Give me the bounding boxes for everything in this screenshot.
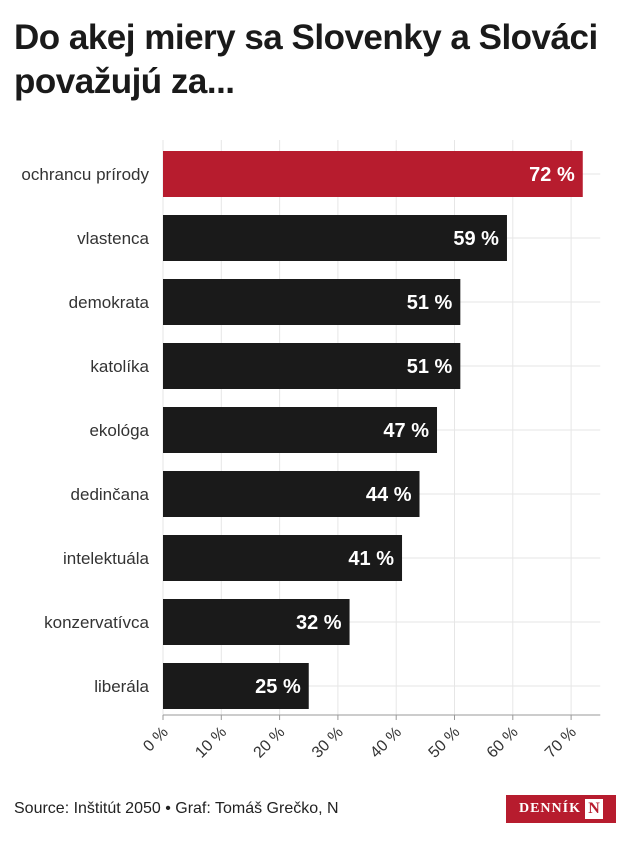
bar xyxy=(163,215,507,261)
category-label: demokrata xyxy=(69,293,150,312)
data-label: 72 % xyxy=(529,164,575,186)
bar xyxy=(163,343,461,389)
category-label: ekológa xyxy=(89,421,149,440)
x-tick-label: 60 % xyxy=(484,724,522,762)
data-label: 25 % xyxy=(255,676,301,698)
bar xyxy=(163,151,583,197)
bar xyxy=(163,471,420,517)
category-label: intelektuála xyxy=(63,549,150,568)
x-tick-label: 30 % xyxy=(309,724,347,762)
bar xyxy=(163,535,403,581)
category-label: ochrancu prírody xyxy=(21,165,149,184)
data-label: 44 % xyxy=(366,484,412,506)
bar xyxy=(163,407,438,453)
logo-mark: N xyxy=(585,799,603,819)
bar xyxy=(163,279,461,325)
x-tick-label: 70 % xyxy=(542,724,580,762)
dennik-n-logo[interactable]: DENNÍK N xyxy=(506,795,616,823)
source-note: Source: Inštitút 2050 • Graf: Tomáš Greč… xyxy=(14,800,339,817)
category-label: vlastenca xyxy=(77,229,149,248)
x-tick-label: 50 % xyxy=(426,724,464,762)
data-label: 41 % xyxy=(348,548,394,570)
bar xyxy=(163,599,350,645)
bar-chart: ochrancu prírody 72 % vlastenca 59 % demokra… xyxy=(21,140,601,762)
data-label: 51 % xyxy=(407,356,453,378)
x-tick-label: 20 % xyxy=(251,724,289,762)
category-label: liberála xyxy=(94,677,149,696)
category-label: dedinčana xyxy=(71,485,150,504)
x-tick-label: 10 % xyxy=(192,724,230,762)
data-label: 32 % xyxy=(296,612,342,634)
x-tick-label: 40 % xyxy=(367,724,405,762)
chart-title: Do akej miery sa Slovenky a Slováci pova… xyxy=(14,18,598,101)
data-label: 59 % xyxy=(453,228,499,250)
data-label: 51 % xyxy=(407,292,453,314)
bar xyxy=(163,663,309,709)
logo-text: DENNÍK xyxy=(518,801,581,816)
category-label: katolíka xyxy=(90,357,149,376)
data-label: 47 % xyxy=(383,420,429,442)
x-tick-label: 0 % xyxy=(140,724,172,756)
category-label: konzervatívca xyxy=(44,613,149,632)
